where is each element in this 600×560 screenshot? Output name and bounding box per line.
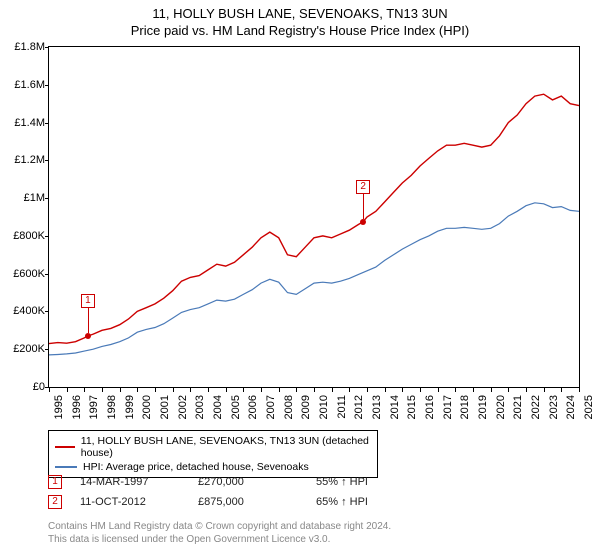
xtick-label: 2010 — [318, 395, 330, 419]
series-line-property — [49, 94, 579, 343]
chart-title: 11, HOLLY BUSH LANE, SEVENOAKS, TN13 3UN… — [0, 0, 600, 40]
xtick-label: 2020 — [495, 395, 507, 419]
ytick-label: £1.6M — [5, 79, 45, 91]
xtick-label: 2004 — [212, 395, 224, 419]
ytick-label: £1.4M — [5, 117, 45, 129]
event-marker-1: 1 — [48, 475, 62, 489]
xtick-label: 2011 — [336, 395, 348, 419]
footer-line2: This data is licensed under the Open Gov… — [48, 534, 330, 545]
xtick-label: 2003 — [194, 395, 206, 419]
event-price-1: £270,000 — [198, 476, 298, 488]
chart-container: 11, HOLLY BUSH LANE, SEVENOAKS, TN13 3UN… — [0, 0, 600, 560]
ytick-label: £800K — [5, 230, 45, 242]
ytick-label: £0 — [5, 381, 45, 393]
legend-box: 11, HOLLY BUSH LANE, SEVENOAKS, TN13 3UN… — [48, 430, 378, 478]
xtick-label: 2019 — [477, 395, 489, 419]
xtick-label: 2006 — [247, 395, 259, 419]
ytick-label: £1M — [5, 192, 45, 204]
xtick-label: 2018 — [459, 395, 471, 419]
event-date-1: 14-MAR-1997 — [80, 476, 180, 488]
footer-line1: Contains HM Land Registry data © Crown c… — [48, 521, 391, 532]
xtick-label: 1999 — [124, 395, 136, 419]
marker-point-1 — [85, 333, 91, 339]
title-line1: 11, HOLLY BUSH LANE, SEVENOAKS, TN13 3UN — [152, 6, 447, 21]
chart-area: £0£200K£400K£600K£800K£1M£1.2M£1.4M£1.6M… — [48, 46, 578, 386]
legend-swatch-hpi — [55, 466, 77, 468]
legend-swatch-property — [55, 446, 75, 448]
xtick-label: 2016 — [424, 395, 436, 419]
marker-point-2 — [360, 219, 366, 225]
xtick-label: 1998 — [106, 395, 118, 419]
ytick-label: £200K — [5, 343, 45, 355]
ytick-label: £600K — [5, 268, 45, 280]
xtick-label: 2000 — [141, 395, 153, 419]
xtick-label: 2001 — [159, 395, 171, 419]
xtick-label: 2022 — [530, 395, 542, 419]
marker-box-2: 2 — [356, 180, 370, 194]
xtick-label: 2009 — [300, 395, 312, 419]
events-table: 1 14-MAR-1997 £270,000 55% ↑ HPI 2 11-OC… — [48, 472, 568, 512]
legend-label-property: 11, HOLLY BUSH LANE, SEVENOAKS, TN13 3UN… — [81, 435, 371, 459]
event-row-2: 2 11-OCT-2012 £875,000 65% ↑ HPI — [48, 492, 568, 512]
ytick-label: £1.2M — [5, 154, 45, 166]
title-line2: Price paid vs. HM Land Registry's House … — [131, 23, 469, 38]
xtick-label: 2005 — [230, 395, 242, 419]
event-pct-2: 65% ↑ HPI — [316, 496, 416, 508]
xtick-label: 2012 — [353, 395, 365, 419]
xtick-label: 2024 — [565, 395, 577, 419]
legend-row-property: 11, HOLLY BUSH LANE, SEVENOAKS, TN13 3UN… — [55, 434, 371, 460]
xtick-label: 2017 — [442, 395, 454, 419]
ytick-label: £400K — [5, 305, 45, 317]
event-pct-1: 55% ↑ HPI — [316, 476, 416, 488]
xtick-label: 2025 — [583, 395, 595, 419]
xtick-label: 2013 — [371, 395, 383, 419]
xtick-label: 2023 — [548, 395, 560, 419]
series-line-hpi — [49, 203, 579, 355]
xtick-label: 1995 — [53, 395, 65, 419]
plot-svg — [49, 47, 579, 387]
xtick-label: 2008 — [283, 395, 295, 419]
xtick-label: 2007 — [265, 395, 277, 419]
xtick-label: 1996 — [71, 395, 83, 419]
event-date-2: 11-OCT-2012 — [80, 496, 180, 508]
marker-box-1: 1 — [81, 294, 95, 308]
footer-text: Contains HM Land Registry data © Crown c… — [48, 520, 391, 546]
xtick-label: 2002 — [177, 395, 189, 419]
xtick-label: 2015 — [406, 395, 418, 419]
ytick-label: £1.8M — [5, 41, 45, 53]
event-row-1: 1 14-MAR-1997 £270,000 55% ↑ HPI — [48, 472, 568, 492]
xtick-label: 2014 — [389, 395, 401, 419]
plot-region: £0£200K£400K£600K£800K£1M£1.2M£1.4M£1.6M… — [48, 46, 580, 388]
xtick-label: 1997 — [88, 395, 100, 419]
event-price-2: £875,000 — [198, 496, 298, 508]
xtick-label: 2021 — [512, 395, 524, 419]
event-marker-2: 2 — [48, 495, 62, 509]
